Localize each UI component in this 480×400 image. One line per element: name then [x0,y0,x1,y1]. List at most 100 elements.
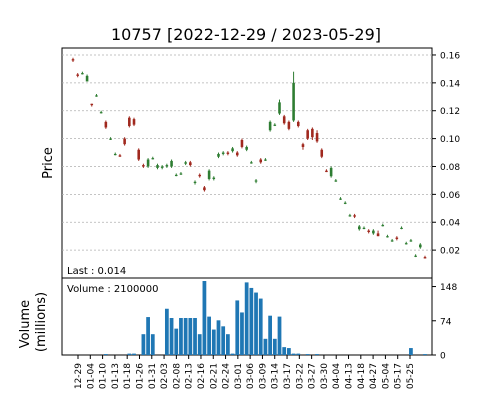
volume-bar [315,354,319,355]
candle-body [198,174,202,177]
volume-bar [240,312,244,355]
volume-bar [146,317,150,355]
x-tick-label: 04-13 [345,363,355,389]
x-tick-label: 01-10 [99,363,109,389]
volume-axis-label: Volume (millions) [18,292,49,352]
price-tick-label: 0.12 [440,107,460,117]
candle-body [142,165,145,167]
volume-bar [268,315,272,355]
x-tick-label: 01-31 [148,363,158,389]
chart-title: 10757 [2022-12-29 / 2023-05-29] [111,25,381,44]
candle-body [362,227,366,230]
candle-body [146,159,150,167]
x-tick-label: 03-09 [258,363,268,389]
price-tick-label: 0.16 [440,51,460,61]
candle-body [259,159,263,163]
price-tick-label: 0.14 [440,79,460,89]
x-tick-label: 03-06 [246,363,256,389]
candle-body [95,95,98,97]
candle-body [235,152,239,156]
candle-body [311,128,314,138]
candle-body [264,159,267,161]
x-tick-label: 04-18 [357,363,367,389]
x-tick-label: 05-17 [394,363,404,389]
candle-body [278,102,281,114]
x-tick-label: 02-24 [222,363,232,389]
candle-body [151,158,155,160]
candle-body [207,170,211,180]
volume-tick-label: 74 [440,317,452,327]
volume-bar [202,281,207,355]
candle-body [71,59,75,61]
volume-bar [188,318,193,355]
candle-body [409,240,413,242]
volume-bar [287,348,291,355]
candle-body [400,227,403,230]
candle-body [339,198,342,200]
volume-bar [258,298,263,355]
x-tick-label: 05-25 [406,363,416,389]
candle-body [358,226,361,230]
candle-body [179,173,183,175]
x-tick-label: 03-14 [271,363,281,389]
candle-body [221,152,225,154]
x-tick-label: 03-01 [234,363,244,389]
volume-bar [150,334,155,355]
volume-tick-label: 0 [440,352,446,362]
candle-body [113,153,117,156]
volume-y-axis: 0 74 148 [432,283,457,362]
candle-body [334,180,338,182]
price-tick-label: 0.06 [440,191,460,201]
x-tick-label: 01-26 [135,363,145,389]
price-tick-label: 0.02 [440,247,460,257]
candle-body [184,162,187,164]
x-tick-label: 12-29 [74,363,84,389]
x-tick-label: 02-16 [197,363,207,389]
candle-body [343,202,347,204]
x-tick-label: 02-13 [185,363,195,389]
x-tick-label: 04-27 [369,363,379,389]
candle-body [287,121,291,129]
volume-bar [296,353,301,355]
candle-body [404,243,408,245]
candle-body [203,187,206,191]
x-tick-label: 02-03 [160,363,170,389]
x-tick-label: 03-27 [308,363,318,389]
candle-body [118,155,122,157]
x-tick-label: 01-13 [111,363,121,389]
x-tick-label: 02-08 [172,363,182,389]
volume-bar [254,292,258,355]
candle-body [174,174,178,177]
candle-body [104,121,108,128]
x-tick-label: 03-17 [283,363,293,389]
x-tick-label: 02-21 [209,363,219,389]
candle-body [390,240,394,242]
candle-body [395,237,399,239]
candle-body [325,170,328,173]
x-tick-label: 01-18 [123,363,133,389]
volume-bar [197,334,202,355]
volume-bar [423,354,427,355]
volume-bar [179,318,183,355]
candle-body [212,177,216,180]
volume-bar [174,328,179,355]
candle-body [137,149,140,160]
volume-bar [169,318,174,355]
candle-body [226,152,230,154]
candle-body [348,215,352,217]
candle-body [156,165,159,168]
candle-body [109,138,112,140]
volume-bar [141,334,146,355]
price-y-axis: 0.02 0.04 0.06 0.08 0.10 0.12 0.14 0.16 [432,51,460,257]
candle-body [282,116,286,124]
volume-panel: 0 74 148 Volume (millions) Volume : 210000… [18,277,457,362]
volume-bar [127,353,132,355]
candle-body [376,233,380,237]
candle-body [268,121,272,131]
volume-bar [164,308,169,355]
x-axis: 12-29 01-04 01-10 01-13 01-18 01-26 01-31 02-03… [74,355,416,389]
candle-body [329,167,333,177]
volume-bar [211,329,216,355]
volume-bar [249,287,254,355]
